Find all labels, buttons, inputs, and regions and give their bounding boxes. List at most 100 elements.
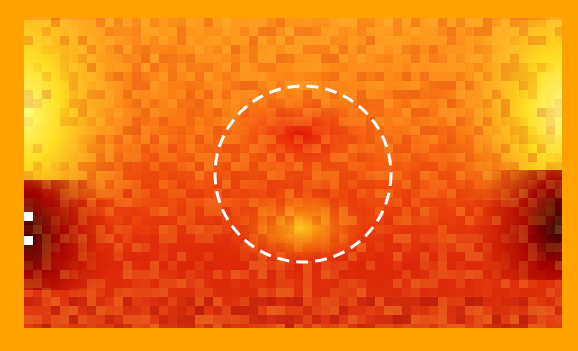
texture-cell (267, 45, 276, 54)
texture-cell (285, 99, 294, 108)
texture-cell (141, 171, 150, 180)
texture-cell (114, 63, 123, 72)
texture-cell (312, 324, 321, 328)
texture-cell (393, 306, 402, 315)
texture-cell (285, 225, 294, 234)
texture-cell (24, 18, 33, 27)
texture-cell (285, 90, 294, 99)
left-white-pixel (24, 212, 33, 221)
texture-cell (60, 36, 69, 45)
texture-cell (150, 63, 159, 72)
texture-cell (474, 216, 483, 225)
texture-cell (42, 27, 51, 36)
texture-cell (555, 252, 562, 261)
texture-cell (231, 288, 240, 297)
texture-cell (150, 36, 159, 45)
texture-cell (69, 252, 78, 261)
texture-cell (465, 261, 474, 270)
texture-cell (537, 63, 546, 72)
texture-cell (33, 99, 42, 108)
texture-cell (267, 27, 276, 36)
texture-cell (321, 270, 330, 279)
texture-cell (393, 18, 402, 27)
texture-cell (150, 180, 159, 189)
texture-cell (429, 234, 438, 243)
texture-cell (420, 72, 429, 81)
texture-cell (366, 288, 375, 297)
texture-cell (321, 234, 330, 243)
texture-cell (267, 225, 276, 234)
texture-cell (141, 63, 150, 72)
texture-cell (483, 36, 492, 45)
texture-cell (546, 207, 555, 216)
texture-cell (537, 27, 546, 36)
texture-cell (393, 153, 402, 162)
texture-cell (465, 216, 474, 225)
texture-cell (321, 18, 330, 27)
texture-cell (267, 135, 276, 144)
texture-cell (123, 189, 132, 198)
texture-cell (51, 225, 60, 234)
texture-cell (357, 279, 366, 288)
texture-cell (123, 135, 132, 144)
texture-cell (78, 180, 87, 189)
texture-cell (411, 36, 420, 45)
texture-cell (456, 36, 465, 45)
texture-cell (438, 171, 447, 180)
texture-cell (123, 270, 132, 279)
texture-cell (285, 126, 294, 135)
texture-cell (258, 135, 267, 144)
texture-cell (60, 27, 69, 36)
texture-cell (447, 153, 456, 162)
texture-cell (132, 252, 141, 261)
texture-cell (204, 63, 213, 72)
pixel-texture (24, 18, 562, 328)
texture-cell (213, 72, 222, 81)
texture-cell (375, 171, 384, 180)
texture-cell (384, 270, 393, 279)
texture-cell (393, 252, 402, 261)
texture-cell (402, 261, 411, 270)
texture-cell (141, 180, 150, 189)
texture-cell (402, 45, 411, 54)
texture-cell (267, 315, 276, 324)
texture-cell (429, 54, 438, 63)
texture-cell (375, 306, 384, 315)
texture-cell (168, 27, 177, 36)
texture-cell (348, 234, 357, 243)
texture-cell (132, 18, 141, 27)
texture-cell (42, 306, 51, 315)
texture-cell (393, 54, 402, 63)
texture-cell (141, 135, 150, 144)
texture-cell (537, 108, 546, 117)
texture-cell (105, 27, 114, 36)
texture-cell (222, 144, 231, 153)
texture-cell (150, 198, 159, 207)
texture-cell (402, 108, 411, 117)
texture-cell (456, 189, 465, 198)
texture-cell (411, 180, 420, 189)
texture-cell (114, 279, 123, 288)
texture-cell (69, 99, 78, 108)
texture-cell (312, 117, 321, 126)
texture-cell (150, 324, 159, 328)
texture-cell (456, 180, 465, 189)
texture-cell (330, 243, 339, 252)
texture-cell (168, 126, 177, 135)
texture-cell (501, 144, 510, 153)
texture-cell (204, 180, 213, 189)
texture-cell (546, 216, 555, 225)
texture-cell (519, 207, 528, 216)
texture-cell (159, 126, 168, 135)
texture-cell (528, 234, 537, 243)
texture-cell (249, 207, 258, 216)
texture-cell (519, 198, 528, 207)
texture-cell (150, 45, 159, 54)
texture-cell (312, 135, 321, 144)
texture-cell (465, 252, 474, 261)
texture-cell (159, 36, 168, 45)
texture-cell (285, 306, 294, 315)
texture-cell (393, 216, 402, 225)
texture-cell (375, 297, 384, 306)
texture-cell (213, 90, 222, 99)
